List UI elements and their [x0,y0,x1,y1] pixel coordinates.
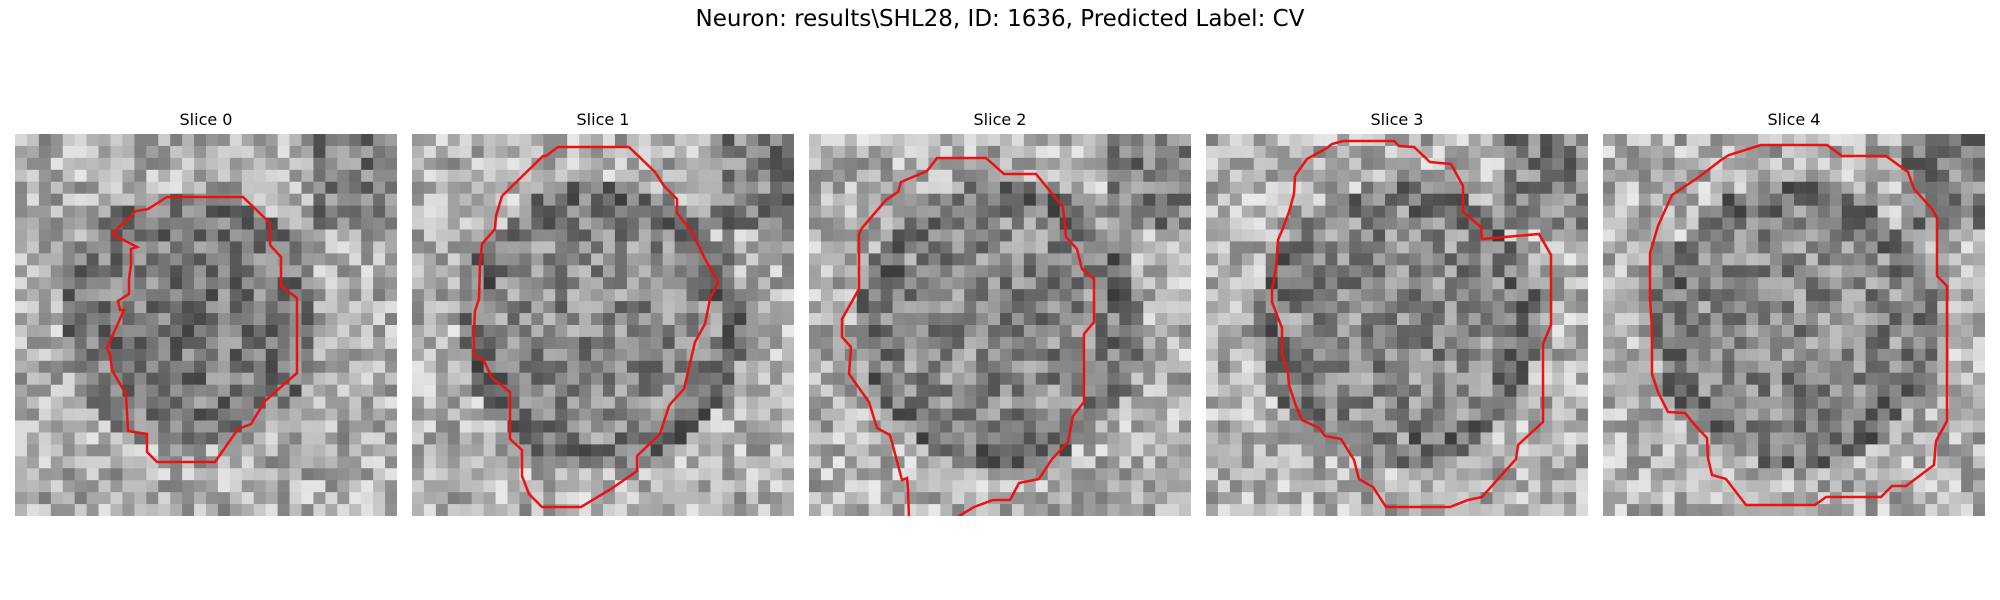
slice-title-0: Slice 0 [179,110,233,129]
slice-title-3: Slice 3 [1370,110,1424,129]
slice-image-2 [809,134,1191,516]
slice-title-4: Slice 4 [1767,110,1821,129]
grayscale-pixels-1 [412,134,794,516]
contour-line-3 [1270,139,1553,509]
slice-image-0 [15,134,397,516]
slice-title-2: Slice 2 [973,110,1027,129]
slice-title-1: Slice 1 [576,110,630,129]
contour-line-1 [472,145,720,509]
contour-line-4 [1648,143,1949,507]
grayscale-pixels-2 [809,134,1191,516]
figure-title: Neuron: results\SHL28, ID: 1636, Predict… [695,6,1305,32]
grayscale-pixels-4 [1603,134,1985,516]
contour-line-0 [105,195,299,464]
slice-image-1 [412,134,794,516]
grayscale-pixels-3 [1206,134,1588,516]
slice-image-4 [1603,134,1985,516]
slice-image-3 [1206,134,1588,516]
grayscale-pixels-0 [15,134,397,516]
contour-line-2 [840,156,1096,516]
